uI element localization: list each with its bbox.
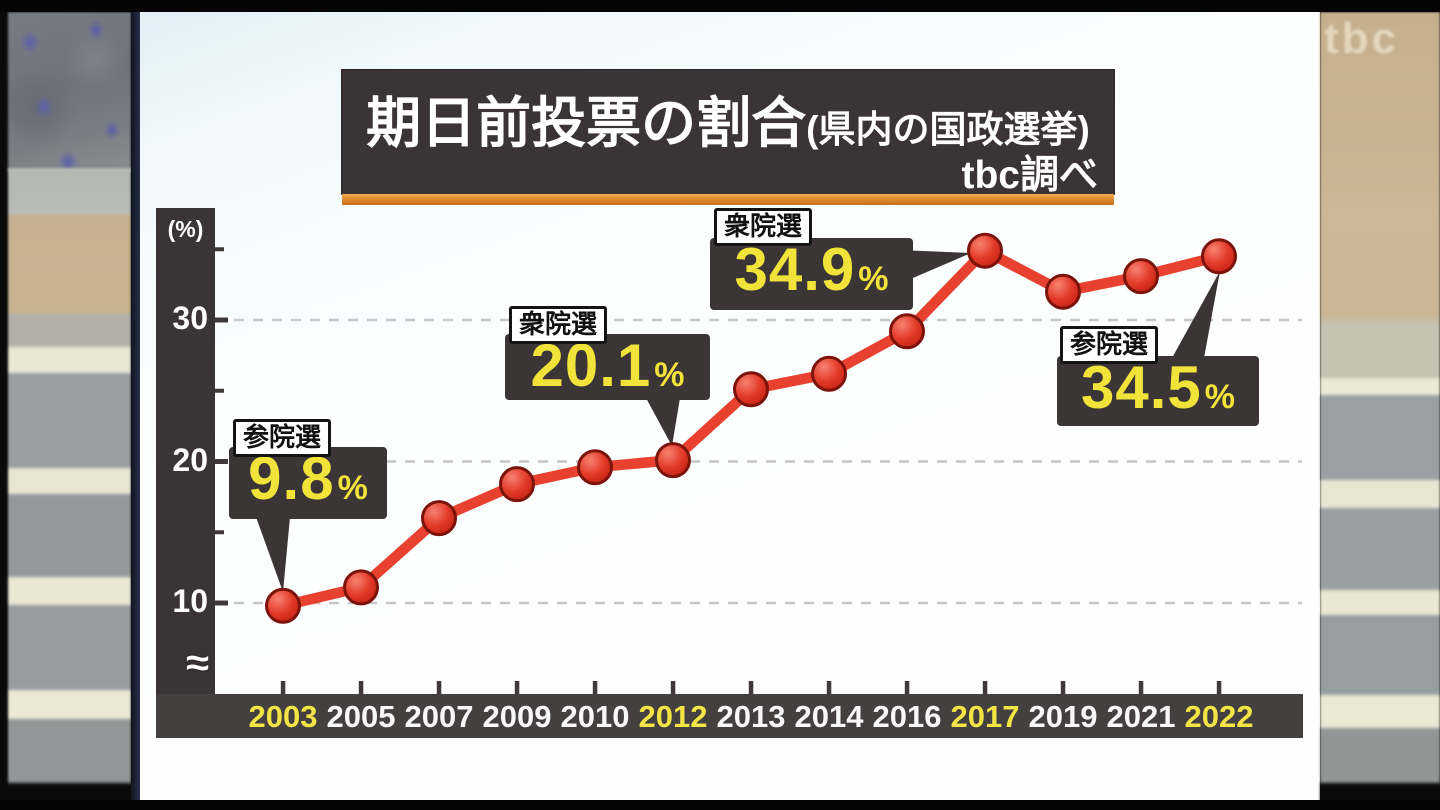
annotation-election-tag-2017: 衆院選 bbox=[714, 208, 813, 246]
annotation-value: 34.5 bbox=[1080, 354, 1202, 421]
x-tick-label-2014: 2014 bbox=[794, 699, 864, 734]
x-tick-label-2017: 2017 bbox=[950, 699, 1020, 734]
x-tick-label-2009: 2009 bbox=[482, 699, 552, 734]
y-tick-label: 20 bbox=[172, 441, 208, 478]
annotation-unit: % bbox=[1204, 378, 1235, 416]
studio-shelves-left bbox=[8, 168, 131, 810]
chart-title: 期日前投票の割合 bbox=[366, 92, 807, 154]
annotation-value: 34.9 bbox=[734, 236, 856, 303]
chart-title-sub: (県内の国政選挙) bbox=[806, 109, 1090, 150]
annotation-value-box-2017: 34.9% bbox=[710, 236, 913, 310]
x-tick-label-2010: 2010 bbox=[560, 699, 630, 734]
annotation-unit: % bbox=[654, 356, 685, 394]
board-edge-line bbox=[131, 12, 140, 800]
x-tick-label-2005: 2005 bbox=[326, 699, 396, 734]
annotation-unit: % bbox=[858, 260, 889, 298]
y-tick-label: 10 bbox=[172, 583, 208, 619]
x-axis: 2003 2005 2007 2009 2010 2012 2013 2014 2016 2017… bbox=[156, 694, 1303, 738]
letterbox-bottom-bar bbox=[0, 800, 1440, 810]
annotation-value: 9.8 bbox=[248, 445, 335, 512]
x-tick-label-2016: 2016 bbox=[872, 699, 942, 734]
annotation-value-box-2022: 34.5% bbox=[1057, 354, 1259, 426]
annotation-value-box-2012: 20.1% bbox=[505, 332, 710, 400]
studio-shelves-right bbox=[1320, 12, 1440, 810]
chart-source: tbc調べ bbox=[961, 154, 1098, 197]
chart-title-box: 期日前投票の割合(県内の国政選挙) tbc調べ bbox=[342, 70, 1114, 197]
studio-audience-blur bbox=[8, 12, 131, 172]
chart-title-line: 期日前投票の割合(県内の国政選挙) bbox=[342, 78, 1114, 158]
x-tick-label-2012: 2012 bbox=[638, 699, 708, 734]
annotation-election-tag-2012: 衆院選 bbox=[509, 306, 608, 344]
letterbox-top-bar bbox=[0, 0, 1440, 12]
studio-background-left bbox=[0, 0, 131, 810]
tbc-watermark: tbc bbox=[1324, 14, 1399, 63]
y-axis: (%) 10 20 30 ≈ bbox=[156, 208, 215, 738]
annotation-value: 20.1 bbox=[530, 332, 652, 399]
annotation-value-box-2003: 9.8% bbox=[229, 445, 387, 519]
annotation-election-tag-2003: 参院選 bbox=[233, 419, 332, 457]
x-tick-label-2013: 2013 bbox=[716, 699, 786, 734]
studio-background-right: tbc bbox=[1320, 0, 1440, 810]
y-axis-unit: (%) bbox=[167, 216, 204, 242]
x-tick-label-2022: 2022 bbox=[1184, 699, 1254, 734]
y-tick-label: 30 bbox=[172, 300, 208, 336]
annotation-election-tag-2022: 参院選 bbox=[1060, 326, 1159, 364]
x-tick-label-2007: 2007 bbox=[404, 699, 474, 734]
title-underline bbox=[342, 194, 1114, 205]
axis-break-icon: ≈ bbox=[186, 641, 210, 684]
annotation-unit: % bbox=[337, 469, 368, 507]
x-tick-label-2003: 2003 bbox=[248, 699, 318, 734]
x-tick-label-2021: 2021 bbox=[1106, 699, 1176, 734]
x-tick-label-2019: 2019 bbox=[1028, 699, 1098, 734]
